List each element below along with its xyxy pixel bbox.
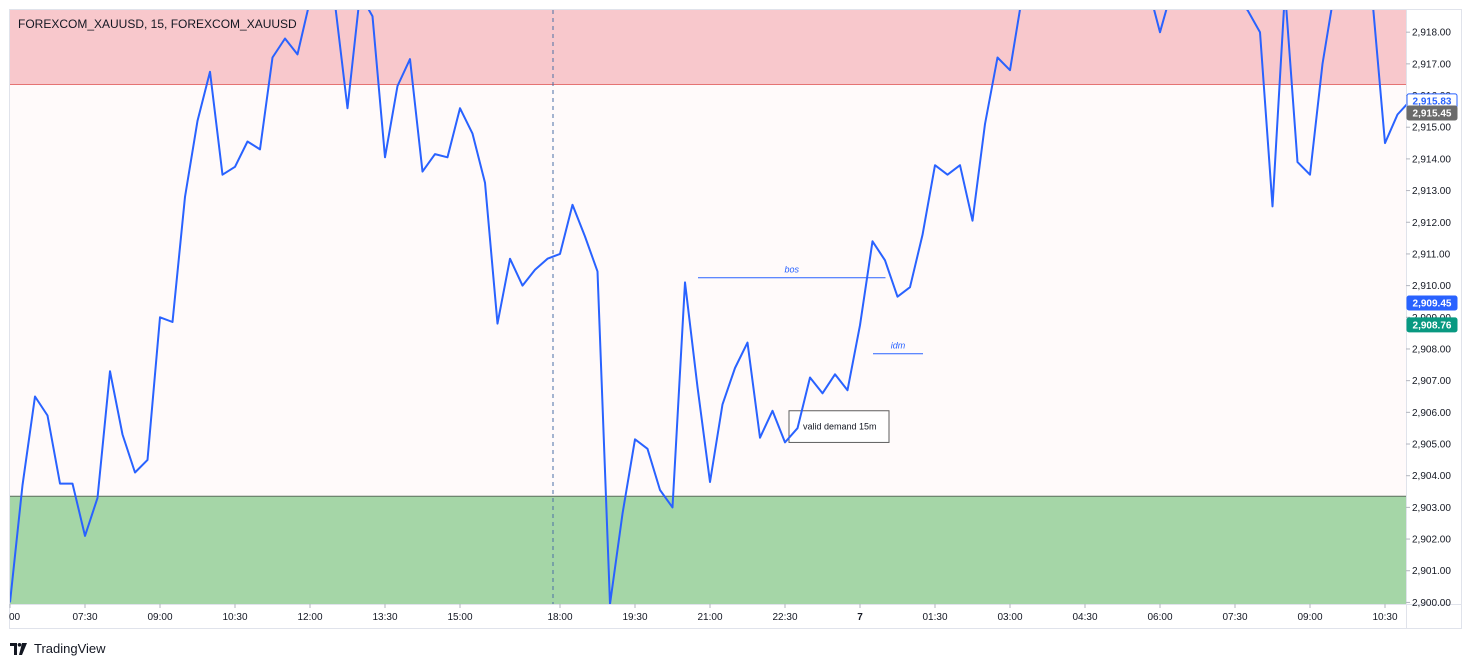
y-tick-label: 2,902.00 (1412, 535, 1451, 546)
x-tick-label: 07:30 (1222, 612, 1247, 623)
price-badge-label: 2,915.45 (1413, 108, 1452, 119)
y-tick-label: 2,912.00 (1412, 218, 1451, 229)
price-line-series-0 (10, 10, 1406, 604)
tradingview-logo-icon[interactable] (10, 642, 28, 655)
demand-zone (10, 496, 1406, 604)
series-layer (10, 10, 1406, 604)
y-tick-label: 2,903.00 (1412, 503, 1451, 514)
x-tick-label: 22:30 (772, 612, 797, 623)
supply-zone (10, 10, 1406, 85)
price-badge (1406, 317, 1458, 333)
chart-frame (9, 9, 1462, 629)
x-tick-label: 01:30 (922, 612, 947, 623)
x-tick-label: 21:00 (697, 612, 722, 623)
y-tick-label: 2,917.00 (1412, 59, 1451, 70)
tradingview-brand[interactable]: TradingView (34, 640, 106, 656)
x-tick-label: 13:30 (372, 612, 397, 623)
y-tick-label: 2,910.00 (1412, 281, 1451, 292)
y-tick-label: 2,906.00 (1412, 408, 1451, 419)
x-tick-label: 04:30 (1072, 612, 1097, 623)
zones-layer (10, 10, 1406, 604)
annotations-layer: bos idm valid demand 15m (698, 265, 923, 443)
price-badge-label: 2,909.45 (1413, 299, 1452, 310)
y-tick-label: 2,904.00 (1412, 471, 1451, 482)
x-tick-label: 7 (857, 612, 863, 623)
x-tick-label: 09:00 (147, 612, 172, 623)
y-tick-label: 2,918.00 (1412, 28, 1451, 39)
y-tick-label: 2,908.00 (1412, 344, 1451, 355)
price-badge (1406, 105, 1458, 121)
chart-title: FOREXCOM_XAUUSD, 15, FOREXCOM_XAUUSD (18, 17, 297, 31)
x-tick-label: 10:30 (1372, 612, 1397, 623)
y-tick-label: 2,914.00 (1412, 154, 1451, 165)
footer: TradingView (10, 638, 106, 658)
valid-demand-box (788, 410, 890, 443)
x-tick-label: 15:00 (447, 612, 472, 623)
x-tick-label: 07:30 (72, 612, 97, 623)
y-tick-label: 2,911.00 (1412, 249, 1451, 260)
price-axis[interactable]: 2,900.00 2,901.00 2,902.00 2,903.00 2,904.00… (1406, 28, 1451, 609)
x-tick-label: 09:00 (1297, 612, 1322, 623)
valid-demand-label: valid demand 15m (803, 422, 877, 432)
x-tick-label: 19:30 (622, 612, 647, 623)
price-badge-label: 2,908.76 (1413, 320, 1452, 331)
price-badges: 2,915.832,915.45 2,909.45 2,908.76 (1406, 93, 1458, 333)
x-tick-label: 12:00 (297, 612, 322, 623)
x-tick-label: 00 (9, 612, 21, 623)
y-tick-label: 2,913.00 (1412, 186, 1451, 197)
idm-label: idm (891, 341, 906, 351)
price-badge-label: 2,915.83 (1413, 96, 1452, 107)
y-tick-label: 2,905.00 (1412, 440, 1451, 451)
x-tick-label: 06:00 (1147, 612, 1172, 623)
y-tick-label: 2,900.00 (1412, 598, 1451, 609)
y-tick-label: 2,907.00 (1412, 376, 1451, 387)
bos-label: bos (784, 265, 799, 275)
x-tick-label: 18:00 (547, 612, 572, 623)
x-tick-label: 03:00 (997, 612, 1022, 623)
y-tick-label: 2,901.00 (1412, 566, 1451, 577)
x-tick-label: 10:30 (222, 612, 247, 623)
price-badge (1406, 295, 1458, 311)
time-axis[interactable]: 00 07:30 09:00 10:30 12:00 13:30 15:00 18:00 19:… (9, 604, 1398, 623)
y-tick-label: 2,915.00 (1412, 123, 1451, 134)
